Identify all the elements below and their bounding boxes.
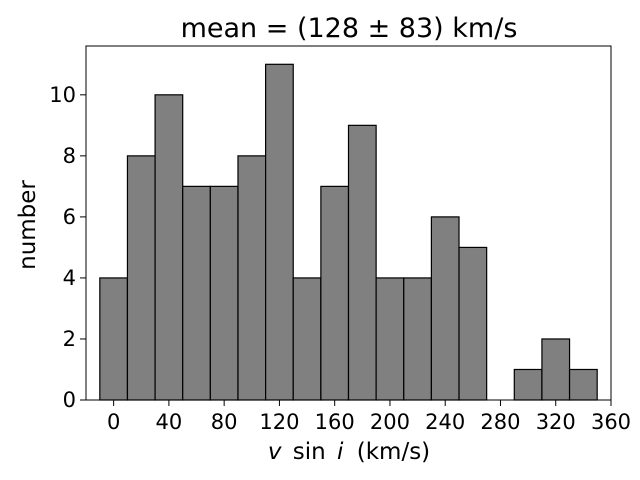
x-axis-label-i: i — [337, 439, 344, 465]
histogram-bar-12 — [430, 216, 460, 401]
x-tick-label: 360 — [591, 410, 631, 434]
x-axis-label-units: (km/s) — [357, 439, 430, 465]
x-tick-label: 280 — [480, 410, 520, 434]
histogram-bar-4 — [209, 185, 239, 401]
bars-group — [99, 63, 598, 401]
y-tick-label: 2 — [63, 327, 76, 351]
x-tick-label: 320 — [536, 410, 576, 434]
y-tick-label: 0 — [63, 388, 76, 412]
y-axis-ticks: 0 2 4 6 8 10 — [49, 83, 86, 412]
y-tick-label: 6 — [63, 205, 76, 229]
histogram-bar-1 — [126, 155, 156, 401]
x-tick-label: 0 — [107, 410, 120, 434]
x-tick-label: 40 — [156, 410, 183, 434]
histogram-bar-11 — [403, 277, 432, 401]
histogram-bar-13 — [458, 246, 488, 401]
y-axis-label: number — [15, 180, 41, 270]
x-tick-label: 120 — [259, 410, 299, 434]
x-axis-ticks: 0 40 80 120 160 200 240 280 320 360 — [107, 400, 631, 434]
histogram-bar-9 — [347, 124, 377, 401]
y-tick-label: 4 — [63, 266, 76, 290]
x-axis-label-sin: sin — [293, 439, 326, 465]
y-tick-label: 10 — [49, 83, 76, 107]
x-tick-label: 160 — [315, 410, 355, 434]
x-tick-label: 200 — [370, 410, 410, 434]
x-axis-label: v sin i (km/s) — [268, 439, 430, 465]
histogram-bar-2 — [154, 94, 184, 401]
x-tick-label: 240 — [425, 410, 465, 434]
histogram-bar-0 — [99, 277, 129, 401]
y-tick-label: 8 — [63, 144, 76, 168]
plot-frame — [85, 45, 612, 401]
histogram-bar-5 — [237, 155, 267, 401]
histogram-bar-15 — [513, 368, 543, 401]
histogram-bar-3 — [182, 185, 211, 401]
histogram-bar-8 — [320, 185, 350, 401]
histogram-bar-16 — [541, 338, 571, 401]
histogram-bar-10 — [375, 277, 405, 401]
x-axis-label-v: v — [268, 439, 282, 465]
histogram-bar-17 — [568, 368, 598, 401]
x-tick-label: 80 — [211, 410, 238, 434]
histogram-bar-7 — [292, 277, 322, 401]
histogram-bar-6 — [265, 63, 294, 401]
chart-title: mean = (128 ± 83) km/s — [181, 13, 518, 44]
